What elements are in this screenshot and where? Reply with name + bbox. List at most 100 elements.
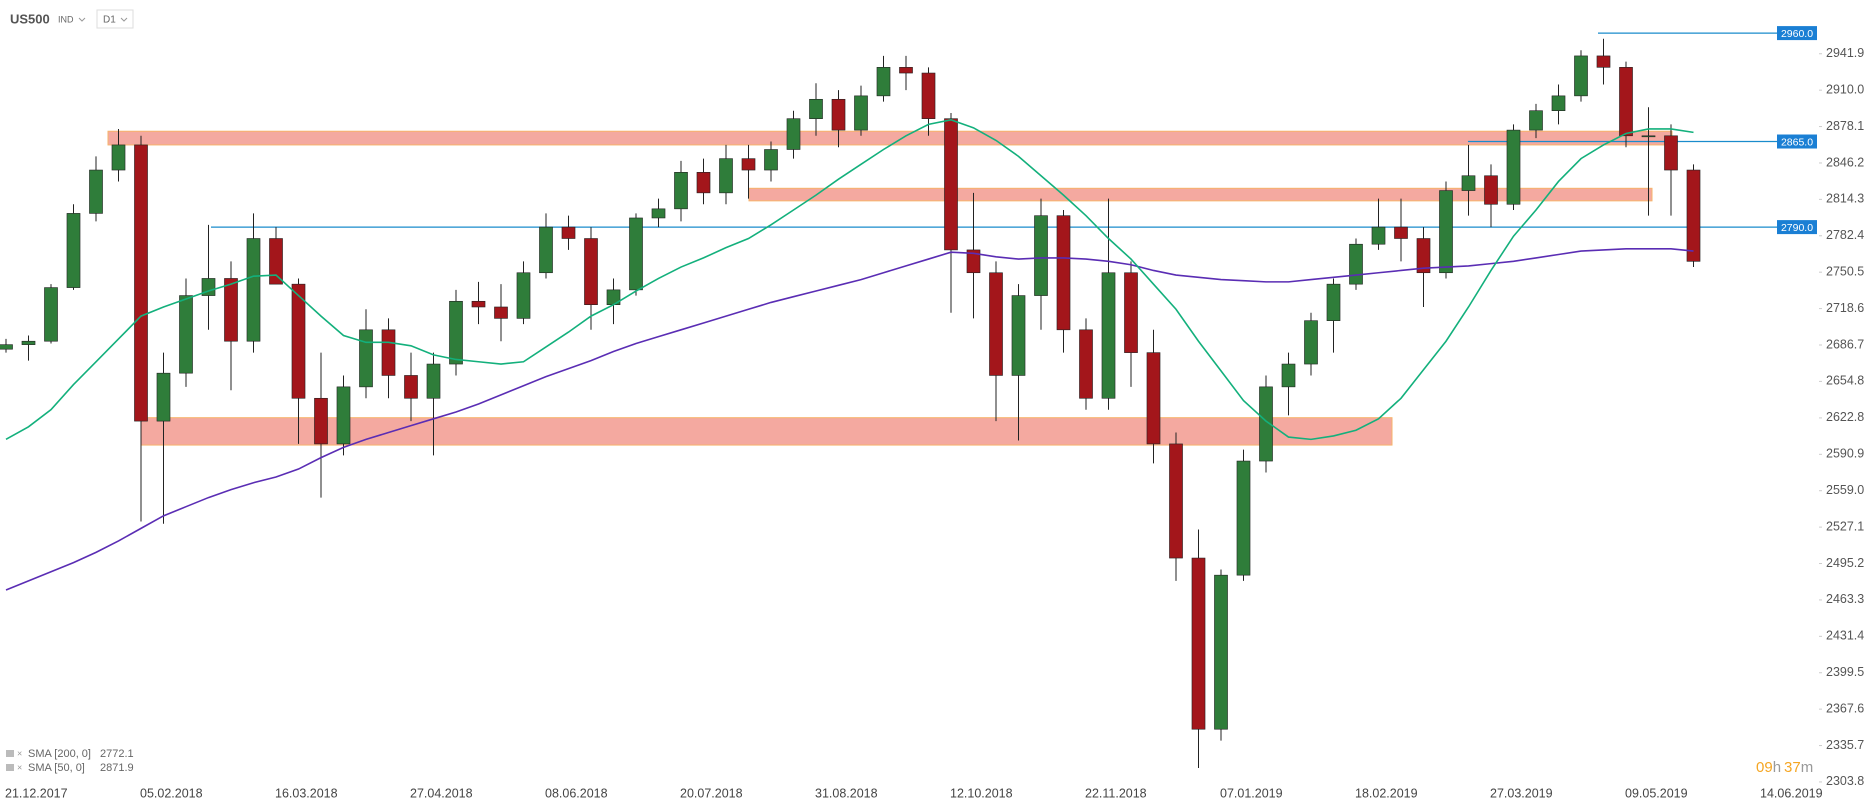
timer-minutes: 37 [1784,759,1801,776]
candle-body [1439,190,1453,274]
indicator-lines [5,118,1694,591]
candle-body [314,397,328,445]
candle-body [156,372,171,422]
candle-body [111,144,126,171]
candle-body [0,344,13,350]
x-tick-label: 08.06.2018 [545,786,608,800]
candle-body [1056,215,1071,331]
y-tick-label: 2941.9 [1826,46,1864,60]
candle-body [921,72,936,119]
market[interactable]: IND [58,14,74,24]
candle-body [741,158,756,171]
candle-body [1484,175,1498,205]
sma-line [5,247,1694,591]
candle-body [1574,55,1588,97]
y-tick-label: 2495.2 [1826,556,1864,570]
level-label: 2790.0 [1781,222,1813,234]
y-tick-label: 2463.3 [1826,592,1864,606]
y-tick-label: 2622.8 [1826,410,1864,424]
dropdown-caret [120,17,128,22]
candle-body [1596,55,1611,68]
candle-body [1349,243,1363,285]
candle-body [1371,226,1386,245]
candle-body [989,272,1003,376]
interval-box[interactable] [96,9,134,29]
candle-body [1011,295,1026,376]
candle-body [719,158,733,194]
x-tick-label: 31.08.2018 [815,786,878,800]
x-tick-label: 09.05.2019 [1625,786,1688,800]
candle-body [1169,443,1183,559]
sma-line [5,118,1694,441]
x-tick-label: 05.02.2018 [140,786,203,800]
y-tick-label: 2878.1 [1826,119,1864,133]
y-tick-label: 2399.5 [1826,665,1864,679]
legend-value: 2871.9 [100,762,134,774]
candle-body [1124,272,1138,353]
legend-icon [6,750,14,757]
candle-body [1214,574,1228,730]
x-tick-label: 18.02.2019 [1355,786,1418,800]
candle-body [1551,95,1566,111]
level-label: 2865.0 [1781,136,1813,148]
candle-body [1461,175,1476,191]
x-tick-label: 14.06.2019 [1760,786,1823,800]
candle-body [764,149,778,171]
candle-body [359,329,373,388]
candle-body [1281,363,1296,388]
candle-body [471,300,486,308]
candle-body [1259,386,1273,462]
candle-body [966,249,981,274]
candle-body [1326,283,1341,321]
candle-body [831,98,846,131]
y-tick-label: 2303.8 [1826,774,1864,788]
legend-name: SMA [50, 0] [28,762,85,774]
x-tick-label: 22.11.2018 [1085,786,1147,800]
candle-body [539,226,553,274]
level-label-box [1777,134,1817,149]
candle-body [786,118,801,150]
candle-body [66,213,81,288]
candle-body [1101,272,1116,399]
legend-name: SMA [200, 0] [28,748,91,760]
x-tick-label: 27.04.2018 [410,786,473,800]
candle-body [1529,110,1543,131]
y-tick-label: 2335.7 [1826,738,1864,752]
candle-body [21,340,36,345]
level-label-box [1777,26,1817,41]
y-tick-label: 2846.2 [1826,155,1864,169]
candles [0,38,1701,769]
level-label: 2960.0 [1781,28,1813,40]
y-tick-label: 2686.7 [1826,337,1864,351]
legend: × SMA [200, 0] 2772.1 × SMA [50, 0] 2871.9 [6,748,134,774]
candle-body [876,67,891,97]
candle-body [696,172,711,194]
candle-body [179,295,193,374]
candle-body [269,238,283,285]
candle-body [674,172,688,210]
candle-body [854,95,868,131]
timer-unit: h [1773,759,1781,776]
resistance-zone [107,130,1673,146]
x-tick-label: 20.07.2018 [680,786,743,800]
legend-close: × [17,762,22,772]
candle-body [336,386,351,445]
x-tick-label: 12.10.2018 [950,786,1013,800]
y-tick-label: 2718.6 [1826,301,1864,315]
candle-body [809,98,823,119]
x-tick-label: 21.12.2017 [5,786,68,800]
interval[interactable]: D1 [103,15,116,26]
legend-value: 2772.1 [100,748,134,760]
x-tick-label: 27.03.2019 [1490,786,1553,800]
candle-body [1641,135,1656,138]
y-tick-label: 2527.1 [1826,519,1864,533]
timer-unit: m [1801,759,1814,776]
candle-body [629,217,643,291]
candle-body [381,329,396,376]
candle-body [1304,320,1318,365]
candle-body [944,118,958,251]
candle-body [1236,460,1251,576]
x-tick-label: 07.01.2019 [1220,786,1283,800]
candle-body [1146,352,1161,445]
